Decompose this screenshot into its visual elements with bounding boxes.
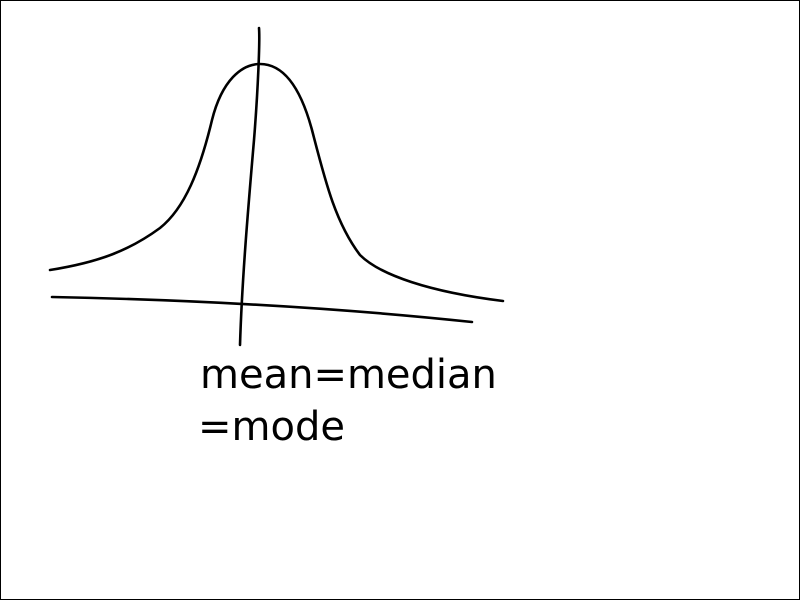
horizontal-axis	[50, 295, 474, 324]
bell-curve	[48, 62, 505, 303]
annotation-line-1: mean=median	[200, 352, 497, 398]
annotation-line-2: =mode	[198, 404, 345, 450]
center-line	[238, 26, 261, 347]
